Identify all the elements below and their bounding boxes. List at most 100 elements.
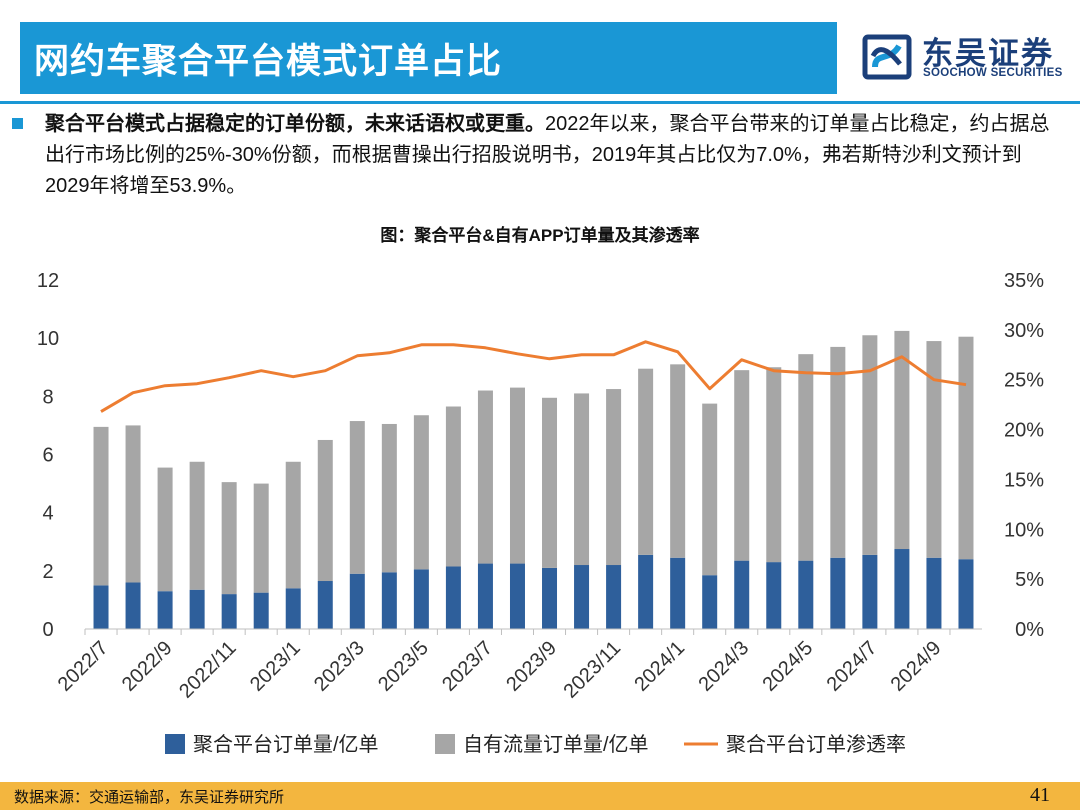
bar-own-traffic-orders: [477, 390, 493, 564]
bar-aggregator-orders: [958, 559, 974, 629]
bar-aggregator-orders: [734, 560, 750, 629]
x-tick-label: 2023/5: [374, 637, 433, 696]
bar-aggregator-orders: [606, 565, 622, 629]
bar-own-traffic-orders: [509, 387, 525, 564]
summary-text: 2022年以来，聚合平台带来的订单量占比稳定，约占据总出行市场比例的25%-30…: [45, 113, 1050, 197]
y-left-tick-label: 2: [42, 561, 53, 583]
bar-aggregator-orders: [926, 557, 942, 629]
bullet-square-icon: [12, 118, 23, 129]
page-number: 41: [1030, 784, 1050, 806]
x-tick-label: 2023/11: [559, 637, 625, 703]
x-tick-label: 2024/1: [630, 637, 689, 696]
bar-aggregator-orders: [317, 581, 333, 629]
bar-own-traffic-orders: [125, 425, 141, 583]
x-tick-label: 2023/1: [246, 637, 305, 696]
page-title: 网约车聚合平台模式订单占比: [34, 41, 503, 81]
y-left-tick-label: 6: [42, 445, 53, 467]
bar-aggregator-orders: [445, 566, 461, 629]
bar-own-traffic-orders: [189, 461, 205, 590]
bar-aggregator-orders: [221, 594, 237, 629]
bar-own-traffic-orders: [830, 346, 846, 558]
bar-own-traffic-orders: [253, 483, 269, 593]
y-right-tick-label: 15%: [1004, 469, 1044, 491]
bar-aggregator-orders: [509, 563, 525, 629]
bar-aggregator-orders: [157, 591, 173, 629]
bar-aggregator-orders: [894, 549, 910, 629]
legend-label-penetration: 聚合平台订单渗透率: [726, 733, 906, 756]
legend-label-own-traffic: 自有流量订单量/亿单: [463, 733, 649, 756]
bar-own-traffic-orders: [734, 370, 750, 561]
bar-aggregator-orders: [830, 557, 846, 629]
title-banner: 网约车聚合平台模式订单占比: [20, 22, 837, 94]
x-tick-label: 2024/7: [823, 637, 882, 696]
bar-aggregator-orders: [477, 563, 493, 629]
bar-aggregator-orders: [413, 569, 429, 629]
x-tick-label: 2023/3: [310, 637, 369, 696]
x-tick-label: 2024/3: [694, 637, 753, 696]
x-tick-label: 2023/7: [438, 637, 497, 696]
bar-own-traffic-orders: [606, 389, 622, 566]
bar-aggregator-orders: [125, 582, 141, 629]
bar-own-traffic-orders: [638, 368, 654, 555]
bar-own-traffic-orders: [221, 482, 237, 595]
y-right-tick-label: 35%: [1004, 270, 1044, 292]
header-divider: [0, 101, 1080, 104]
bar-aggregator-orders: [542, 567, 558, 629]
y-left-tick-label: 4: [42, 503, 53, 525]
bar-own-traffic-orders: [894, 330, 910, 550]
y-left-tick-label: 10: [37, 328, 59, 350]
bar-own-traffic-orders: [926, 341, 942, 558]
y-left-tick-label: 8: [42, 386, 53, 408]
x-tick-label: 2022/7: [54, 637, 113, 696]
x-tick-label: 2022/9: [118, 637, 177, 696]
bar-aggregator-orders: [862, 554, 878, 629]
y-right-tick-label: 10%: [1004, 519, 1044, 541]
soochow-logo-icon: [862, 34, 912, 80]
legend-label-aggregator: 聚合平台订单量/亿单: [193, 733, 379, 756]
summary-paragraph: 聚合平台模式占据稳定的订单份额，未来话语权或更重。2022年以来，聚合平台带来的…: [45, 109, 1055, 202]
y-right-tick-label: 0%: [1015, 619, 1044, 641]
bar-own-traffic-orders: [285, 461, 301, 589]
logo-english-name: SOOCHOW SECURITIES: [923, 67, 1063, 79]
legend-swatch-aggregator: [165, 734, 185, 754]
bar-own-traffic-orders: [93, 426, 109, 586]
y-left-tick-label: 0: [42, 619, 53, 641]
bar-own-traffic-orders: [702, 403, 718, 576]
bar-aggregator-orders: [189, 589, 205, 629]
x-tick-label: 2024/5: [759, 637, 818, 696]
bar-aggregator-orders: [670, 557, 686, 629]
bar-aggregator-orders: [574, 565, 590, 629]
y-left-tick-label: 12: [37, 270, 59, 292]
bar-aggregator-orders: [253, 592, 269, 629]
logo-chinese-name: 东吴证券: [922, 36, 1054, 71]
bar-own-traffic-orders: [349, 421, 365, 574]
bar-aggregator-orders: [702, 575, 718, 629]
bar-own-traffic-orders: [413, 415, 429, 570]
x-tick-label: 2022/11: [175, 637, 241, 703]
bar-aggregator-orders: [798, 560, 814, 629]
bar-own-traffic-orders: [766, 367, 782, 563]
chart-title: 图：聚合平台&自有APP订单量及其渗透率: [380, 226, 700, 245]
y-right-tick-label: 25%: [1004, 370, 1044, 392]
bar-own-traffic-orders: [958, 336, 974, 560]
bar-own-traffic-orders: [381, 423, 397, 573]
data-source: 数据来源：交通运输部，东吴证券研究所: [14, 789, 285, 806]
bar-own-traffic-orders: [798, 354, 814, 561]
bar-own-traffic-orders: [445, 406, 461, 567]
bar-own-traffic-orders: [542, 397, 558, 568]
y-right-tick-label: 20%: [1004, 420, 1044, 442]
bar-own-traffic-orders: [670, 364, 686, 558]
company-logo: 东吴证券 SOOCHOW SECURITIES: [862, 30, 1062, 86]
summary-highlight: 聚合平台模式占据稳定的订单份额，未来话语权或更重。: [45, 113, 545, 135]
legend-swatch-own-traffic: [435, 734, 455, 754]
y-right-tick-label: 5%: [1015, 569, 1044, 591]
x-tick-label: 2023/9: [502, 637, 561, 696]
footer-bar: 数据来源：交通运输部，东吴证券研究所 41: [0, 782, 1080, 810]
bar-own-traffic-orders: [157, 467, 173, 592]
y-right-tick-label: 30%: [1004, 320, 1044, 342]
bar-aggregator-orders: [93, 585, 109, 629]
bar-aggregator-orders: [638, 554, 654, 629]
bar-own-traffic-orders: [862, 335, 878, 555]
bar-aggregator-orders: [349, 573, 365, 629]
